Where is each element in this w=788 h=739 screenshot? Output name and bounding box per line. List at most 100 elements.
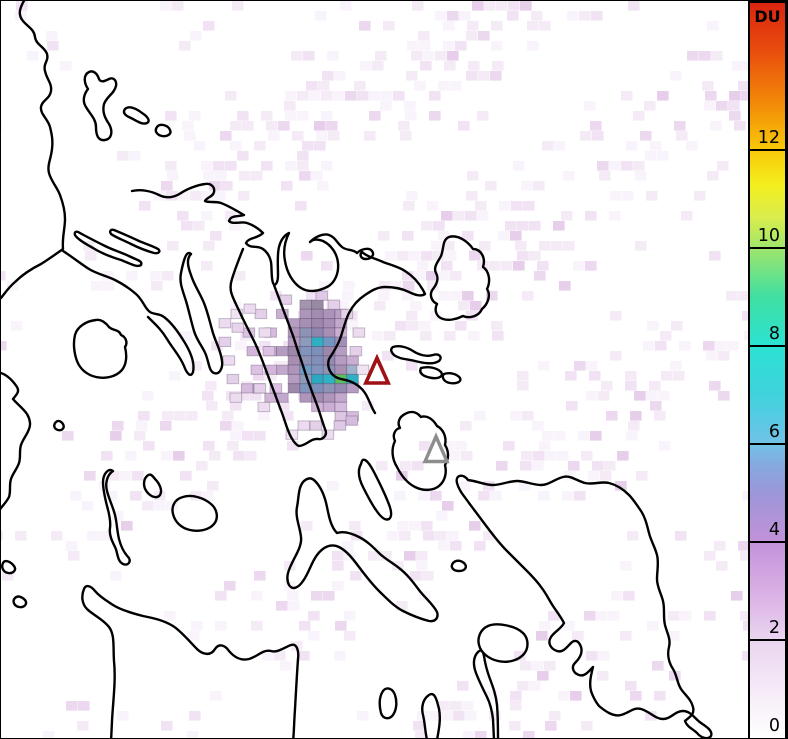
- noise-cell: [517, 251, 529, 261]
- noise-cell: [599, 171, 611, 181]
- noise-cell: [230, 401, 242, 411]
- noise-cell: [411, 51, 423, 61]
- noise-cell: [554, 141, 566, 151]
- noise-cell: [60, 61, 72, 71]
- map-canvas: [1, 1, 749, 738]
- plume-cell: [334, 355, 348, 366]
- noise-cell: [292, 131, 304, 141]
- colorbar-tickline: [750, 639, 785, 641]
- noise-cell: [699, 51, 711, 61]
- noise-cell: [586, 651, 598, 661]
- coastline-central-north: [130, 182, 427, 415]
- noise-cell: [150, 271, 162, 281]
- noise-cell: [652, 661, 664, 671]
- noise-cell: [166, 501, 178, 511]
- noise-cell: [430, 311, 442, 321]
- sliver-island-1: [73, 230, 143, 268]
- noise-cell: [438, 231, 450, 241]
- noise-cell: [625, 381, 637, 391]
- noise-cell: [517, 371, 529, 381]
- noise-cell: [382, 351, 394, 361]
- noise-cell: [82, 501, 94, 511]
- plume-cell: [226, 373, 240, 385]
- noise-cell: [78, 701, 90, 711]
- noise-cell: [659, 441, 671, 451]
- plume-cell: [322, 401, 336, 413]
- noise-cell: [484, 1, 496, 11]
- noise-cell: [203, 21, 215, 31]
- noise-cell: [467, 21, 479, 31]
- noise-cell: [551, 241, 563, 251]
- noise-cell: [611, 591, 623, 601]
- noise-cell: [322, 71, 334, 81]
- island-northeast: [429, 235, 491, 321]
- noise-cell: [410, 301, 422, 311]
- noise-cell: [462, 231, 474, 241]
- noise-cell: [357, 91, 369, 101]
- noise-cell: [676, 131, 688, 141]
- noise-cell: [160, 1, 172, 11]
- noise-cell: [287, 441, 299, 451]
- noise-cell: [268, 131, 280, 141]
- noise-cell: [227, 441, 239, 451]
- noise-cell: [591, 11, 603, 21]
- noise-cell: [687, 51, 699, 61]
- noise-cell: [510, 411, 522, 421]
- noise-cell: [435, 51, 447, 61]
- noise-cell: [549, 711, 561, 721]
- noise-cell: [742, 491, 749, 501]
- plume-cell: [334, 383, 348, 394]
- noise-cell: [225, 211, 237, 221]
- noise-cell: [694, 191, 706, 201]
- noise-cell: [438, 291, 450, 301]
- noise-cell: [1, 121, 2, 131]
- noise-cell: [654, 691, 666, 701]
- noise-cell: [43, 731, 55, 738]
- noise-cell: [705, 91, 717, 101]
- noise-cell: [628, 1, 640, 11]
- plume-cell: [299, 308, 313, 320]
- noise-cell: [297, 91, 309, 101]
- noise-cell: [332, 561, 344, 571]
- noise-cell: [515, 241, 527, 251]
- noise-cell: [671, 321, 683, 331]
- noise-cell: [194, 141, 206, 151]
- noise-cell: [503, 441, 515, 451]
- plume-cell: [311, 336, 324, 348]
- noise-cell: [177, 211, 189, 221]
- noise-cell: [622, 191, 634, 201]
- noise-cell: [586, 391, 598, 401]
- noise-cell: [645, 151, 657, 161]
- noise-cell: [308, 631, 320, 641]
- noise-cell: [164, 611, 176, 621]
- noise-cell: [636, 471, 648, 481]
- noise-cell: [70, 491, 82, 501]
- noise-cell: [654, 411, 666, 421]
- noise-cell: [610, 311, 622, 321]
- noise-cell: [187, 731, 199, 738]
- noise-cell: [285, 91, 297, 101]
- noise-cell: [718, 391, 730, 401]
- noise-cell: [511, 201, 523, 211]
- noise-cell: [539, 21, 551, 31]
- noise-cell: [627, 531, 639, 541]
- noise-cell: [261, 111, 273, 121]
- noise-cell: [444, 61, 456, 71]
- noise-cell: [644, 101, 656, 111]
- noise-cell: [635, 171, 647, 181]
- noise-cell: [285, 111, 297, 121]
- noise-cell: [406, 191, 418, 201]
- colorbar-tickline: [750, 541, 785, 543]
- noise-cell: [581, 451, 593, 461]
- noise-cell: [139, 201, 151, 211]
- noise-cell: [527, 21, 539, 31]
- noise-cell: [539, 441, 551, 451]
- noise-cell: [419, 41, 431, 51]
- plume-cell: [334, 411, 348, 422]
- noise-cell: [233, 451, 245, 461]
- noise-cell: [442, 501, 454, 511]
- noise-cell: [202, 191, 214, 201]
- noise-cell: [230, 431, 242, 441]
- noise-cell: [393, 91, 405, 101]
- island-vertical: [101, 468, 131, 566]
